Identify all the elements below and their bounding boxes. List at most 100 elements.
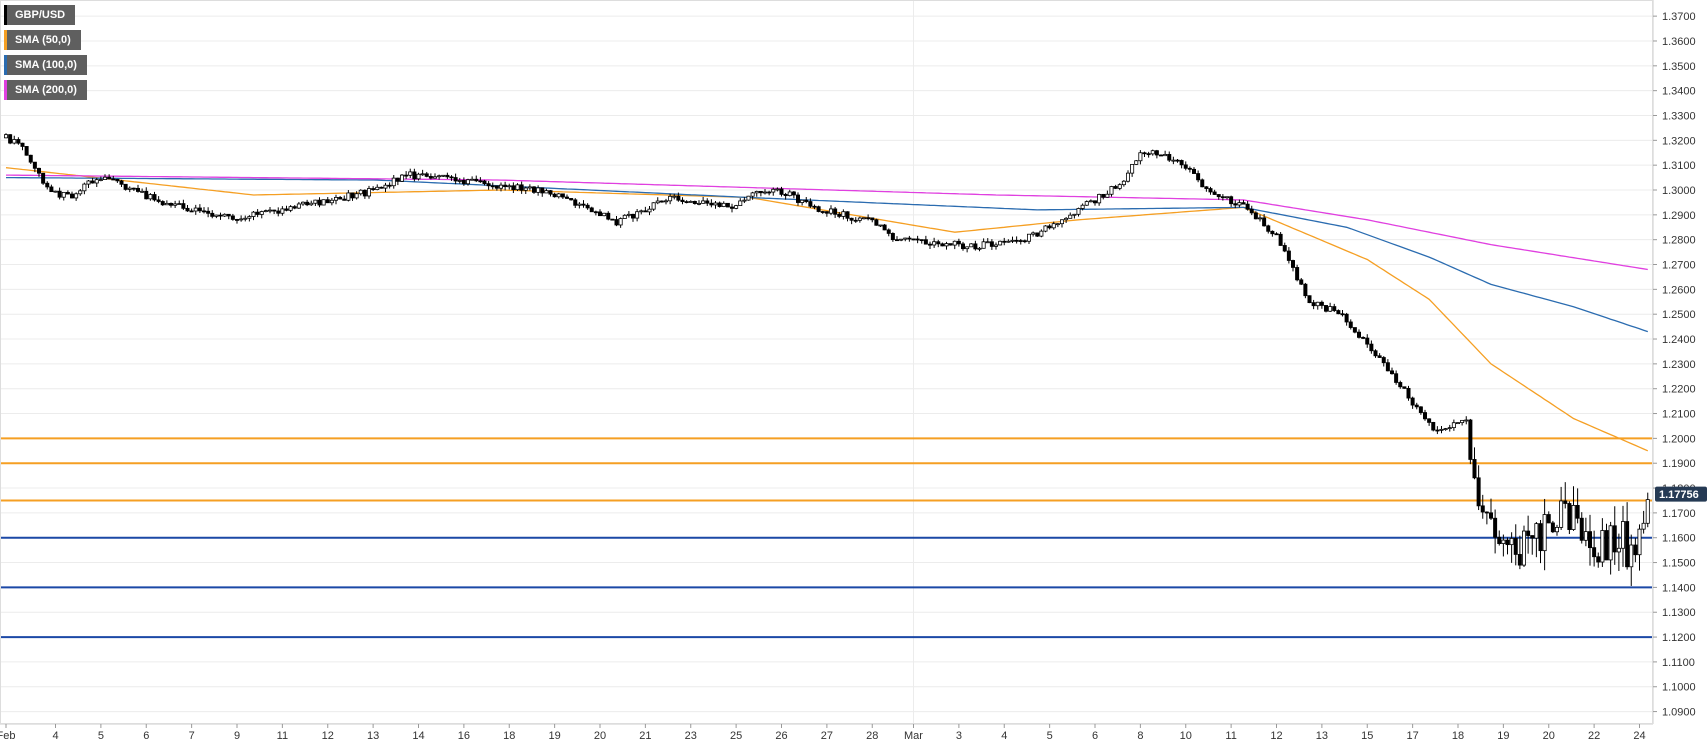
x-tick-label: 24 xyxy=(1633,730,1645,742)
candle xyxy=(527,184,532,191)
candle xyxy=(189,208,194,213)
y-tick-label: 1.3400 xyxy=(1662,86,1696,98)
candle xyxy=(845,211,850,222)
candle xyxy=(90,177,95,184)
candle xyxy=(1154,149,1159,159)
sma-200-line xyxy=(6,174,1648,271)
candle xyxy=(713,201,718,209)
candle xyxy=(1443,427,1448,431)
candle xyxy=(750,191,755,200)
candle xyxy=(140,188,145,193)
candle xyxy=(1373,349,1378,358)
candle xyxy=(1175,159,1180,163)
candle xyxy=(86,179,91,189)
candle xyxy=(32,161,37,173)
legend-item-sma-100[interactable]: SMA (100,0) xyxy=(4,55,87,75)
candle xyxy=(833,206,838,218)
candle xyxy=(1621,505,1626,567)
candle xyxy=(1031,231,1036,237)
current-price-tag: 1.17756 xyxy=(1655,486,1707,502)
candle xyxy=(1002,237,1007,246)
candle xyxy=(1274,232,1279,236)
y-tick-label: 1.1500 xyxy=(1662,558,1696,570)
candle xyxy=(1563,482,1568,509)
candle xyxy=(1583,517,1588,547)
y-tick-label: 1.2600 xyxy=(1662,284,1696,296)
x-tick-label: 14 xyxy=(412,730,424,742)
candle xyxy=(1538,520,1543,564)
candle xyxy=(28,154,33,164)
candle xyxy=(1357,329,1362,339)
candle xyxy=(684,200,689,204)
candle xyxy=(404,171,409,180)
candle xyxy=(742,197,747,204)
candle xyxy=(61,191,66,201)
candle xyxy=(53,190,58,193)
candle xyxy=(1571,486,1576,531)
candle xyxy=(152,191,157,202)
candle xyxy=(1625,502,1630,570)
candle xyxy=(536,185,541,196)
candle xyxy=(511,182,516,194)
candle xyxy=(503,181,508,191)
candle xyxy=(956,238,961,247)
candle xyxy=(602,212,607,217)
candle xyxy=(1014,236,1019,244)
candle xyxy=(1253,211,1258,220)
candle xyxy=(589,206,594,213)
candle xyxy=(1641,510,1646,534)
candle xyxy=(1060,219,1065,228)
candle xyxy=(952,240,957,250)
candle xyxy=(1225,196,1230,200)
candle xyxy=(515,183,520,191)
candle xyxy=(1179,159,1184,169)
candle xyxy=(1460,419,1465,426)
candle xyxy=(338,195,343,200)
candle xyxy=(123,183,128,191)
candle xyxy=(857,216,862,223)
candle xyxy=(214,214,219,219)
candle xyxy=(709,199,714,208)
candle xyxy=(1130,163,1135,177)
current-price-tag-bg xyxy=(1655,486,1707,502)
candle xyxy=(329,197,334,206)
x-tick-label: Feb xyxy=(0,730,15,742)
y-tick-label: 1.2800 xyxy=(1662,235,1696,247)
candle xyxy=(412,168,417,182)
candle xyxy=(1088,199,1093,203)
x-tick-label: 13 xyxy=(367,730,379,742)
x-tick-label: 18 xyxy=(1452,730,1464,742)
candle xyxy=(1324,305,1329,313)
candle xyxy=(862,217,867,220)
candle xyxy=(540,187,545,197)
candle xyxy=(1117,183,1122,191)
candle xyxy=(1113,184,1118,190)
y-tick-label: 1.2400 xyxy=(1662,334,1696,346)
x-tick-label: 20 xyxy=(1543,730,1555,742)
candle xyxy=(230,213,235,221)
candle xyxy=(635,208,640,222)
candle xyxy=(804,197,809,204)
y-tick-label: 1.2900 xyxy=(1662,210,1696,222)
candle xyxy=(474,175,479,183)
candle xyxy=(78,188,83,196)
candle xyxy=(754,190,759,197)
candle xyxy=(1575,488,1580,524)
candle xyxy=(445,172,450,180)
x-tick-label: 5 xyxy=(1047,730,1053,742)
x-tick-label: 4 xyxy=(52,730,58,742)
candle xyxy=(408,168,413,179)
candle xyxy=(519,181,524,194)
candle xyxy=(263,209,268,213)
candle xyxy=(585,203,590,210)
legend-item-gbpusd[interactable]: GBP/USD xyxy=(4,5,76,25)
candle xyxy=(655,197,660,205)
legend-item-sma-50[interactable]: SMA (50,0) xyxy=(4,30,81,50)
candle xyxy=(1340,309,1345,317)
candle xyxy=(457,177,462,184)
candle xyxy=(251,210,256,221)
legend-item-sma-200[interactable]: SMA (200,0) xyxy=(4,80,87,100)
candle xyxy=(1509,532,1514,563)
